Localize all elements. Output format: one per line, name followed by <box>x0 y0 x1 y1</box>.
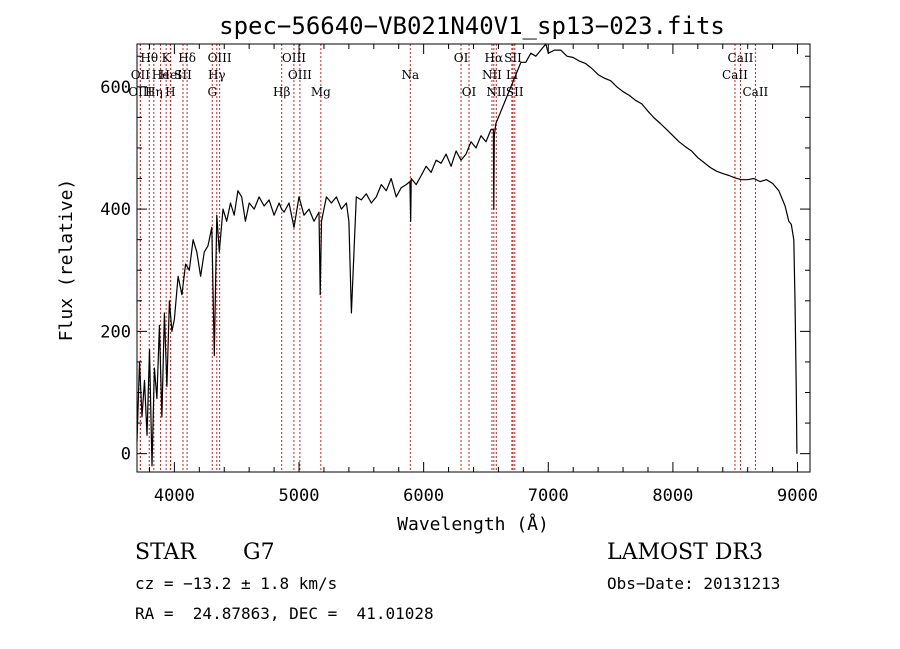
spectral-line-label: Na <box>401 68 419 82</box>
y-axis: 0 200 400 600 <box>100 55 810 465</box>
spectral-line-label: OI <box>462 85 477 99</box>
spectral-line-label: Hβ <box>273 85 290 99</box>
x-tick-label: 4000 <box>154 486 195 506</box>
series-layer <box>136 43 798 467</box>
spectral-line-label: HeI <box>159 68 182 82</box>
spectral-line-label: Mg <box>311 85 331 99</box>
object-subclass: G7 <box>243 540 275 565</box>
x-tick-label: 5000 <box>279 486 320 506</box>
y-axis-label: Flux (relative) <box>56 179 77 342</box>
spectral-line-label: OIII <box>282 51 306 65</box>
spectral-line-label: Li <box>506 68 518 82</box>
flux-series-line <box>136 43 798 467</box>
spectral-line-label: OII <box>131 68 151 82</box>
chart-title: spec−56640−VB021N40V1_sp13−023.fits <box>219 12 725 40</box>
survey-name: LAMOST DR3 <box>607 540 763 565</box>
spectral-line-label: Hα <box>485 51 504 65</box>
object-class: STAR <box>135 540 196 565</box>
spectral-line-label: OI <box>454 51 469 65</box>
spectral-line-label: NII <box>482 68 502 82</box>
plot-frame <box>136 43 811 473</box>
spectral-line-label: OIII <box>288 68 312 82</box>
x-axis-label: Wavelength (Å) <box>397 513 549 535</box>
line-markers <box>139 44 756 472</box>
spectral-line-label: Hη <box>145 85 163 99</box>
spectral-line-label: CaII <box>722 68 748 82</box>
obs-date: Obs−Date: 20131213 <box>607 574 781 593</box>
spectral-line-label: G <box>207 85 217 99</box>
spectral-line-label: OIII <box>208 51 232 65</box>
spectral-line-label: SII <box>504 51 522 65</box>
coordinates: RA = 24.87863, DEC = 41.01028 <box>135 604 434 623</box>
spectral-line-label: NII <box>486 85 506 99</box>
x-tick-label: 9000 <box>777 486 818 506</box>
x-tick-label: 7000 <box>528 486 569 506</box>
spectral-line-label: SII <box>174 68 192 82</box>
spectral-line-label: Hθ <box>140 51 158 65</box>
spectral-line-label: CaII <box>728 51 754 65</box>
spectral-line-label: He <box>152 68 170 82</box>
spectral-line-label: K <box>162 51 172 65</box>
y-tick-label: 400 <box>100 200 131 220</box>
y-tick-label: 600 <box>100 78 131 98</box>
x-tick-label: 8000 <box>652 486 693 506</box>
spectral-line-label: OIII <box>128 85 152 99</box>
y-tick-label: 0 <box>121 445 131 465</box>
x-axis: 4000 5000 6000 7000 8000 9000 <box>148 44 818 506</box>
spectral-line-label: Hδ <box>178 51 196 65</box>
spectral-line-label: Hγ <box>208 68 226 82</box>
y-tick-label: 200 <box>100 322 131 342</box>
x-tick-label: 6000 <box>403 486 444 506</box>
redshift-readout: cz = −13.2 ± 1.8 km/s <box>135 574 338 593</box>
spectral-line-label: H <box>165 85 175 99</box>
spectral-line-label: CaII <box>742 85 768 99</box>
